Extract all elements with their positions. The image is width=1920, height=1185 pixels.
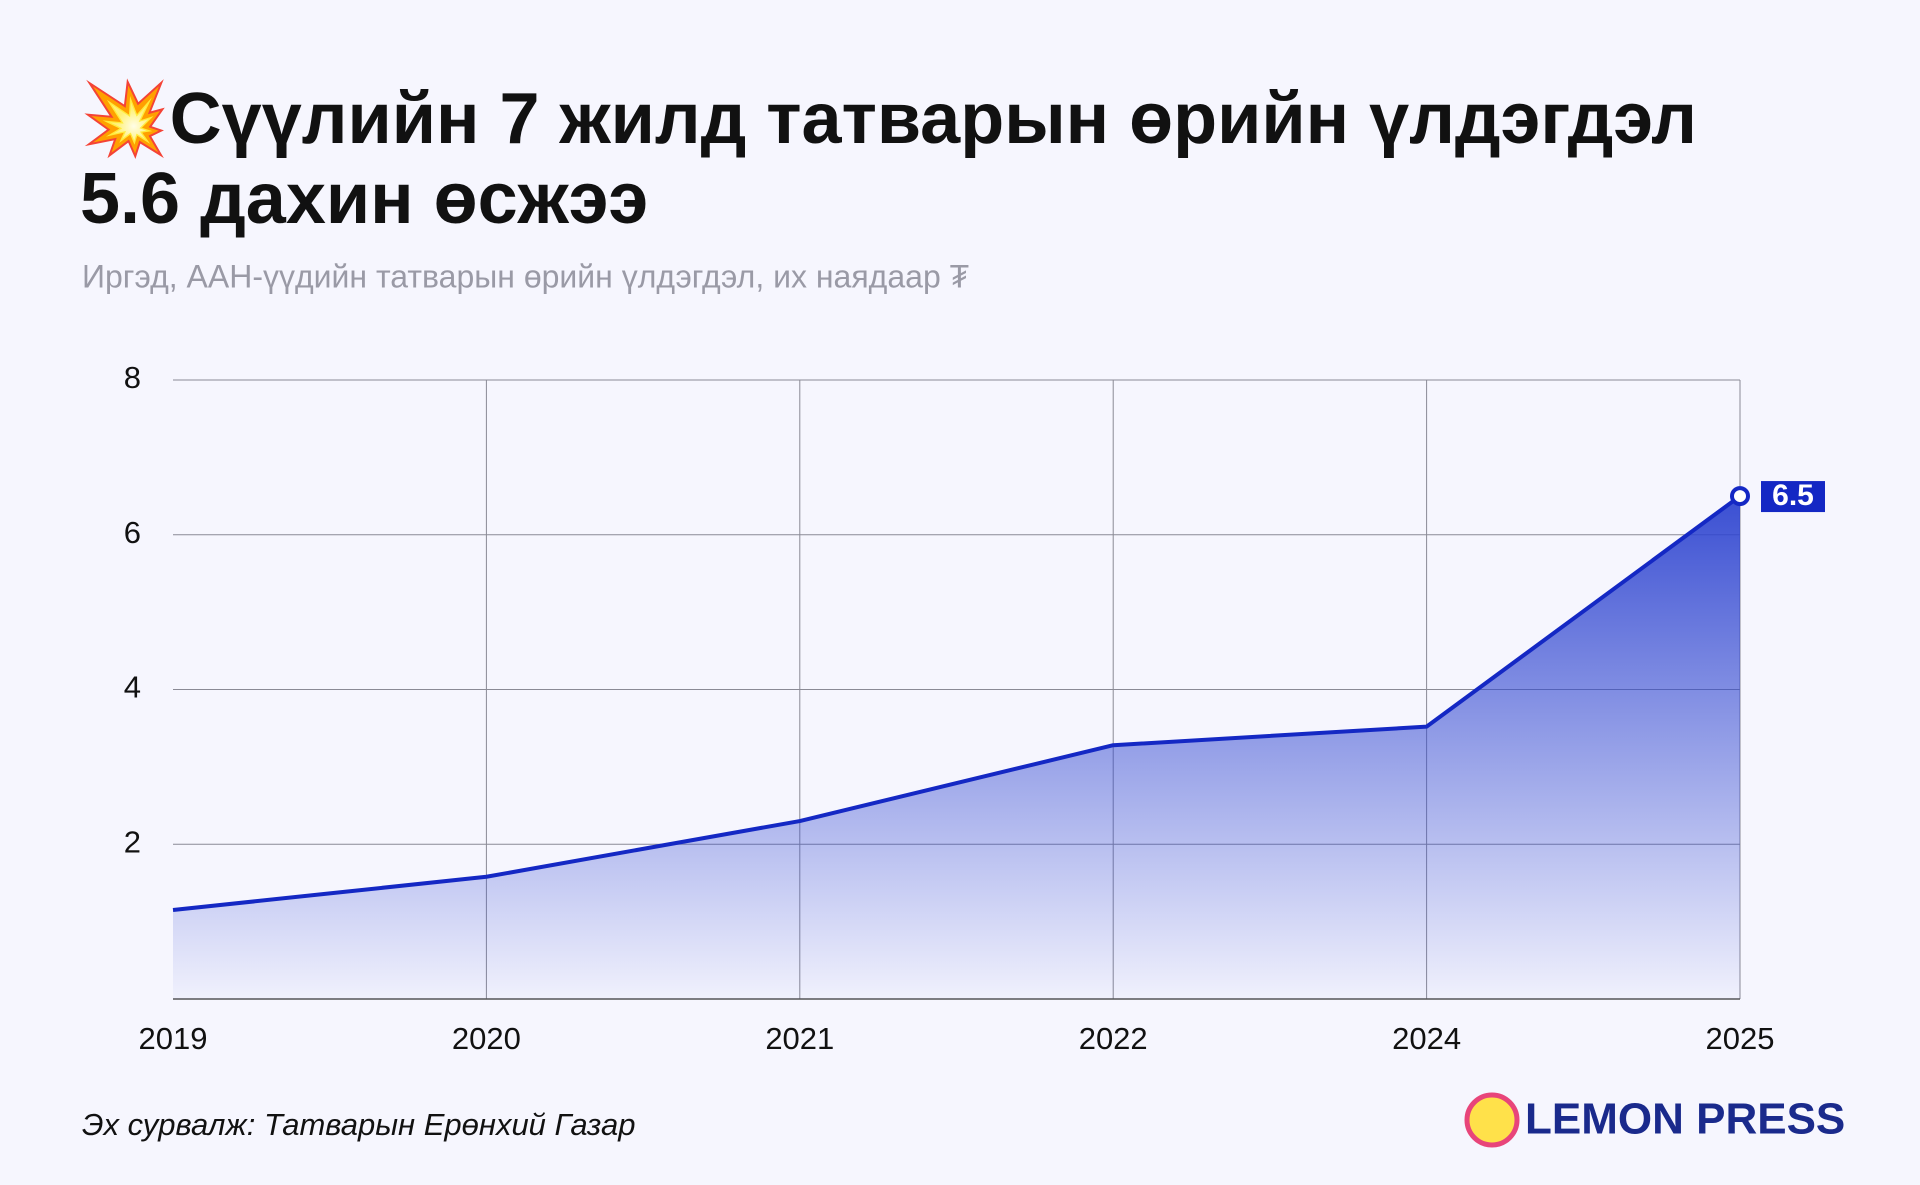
chart-subtitle: Иргэд, ААН-үүдийн татварын өрийн үлдэгдэ… [82,258,969,294]
x-tick-label: 2021 [765,1021,834,1056]
area-fill [173,496,1740,999]
source-note: Эх сурвалж: Татварын Ерөнхий Газар [82,1107,635,1142]
x-tick-label: 2024 [1392,1021,1461,1056]
value-label: 6.5 [1772,479,1814,512]
x-tick-label: 2019 [139,1021,208,1056]
x-tick-label: 2025 [1706,1021,1775,1056]
value-label-bg [1761,481,1825,513]
brand-logo: LEMON PRESS [1464,1092,1845,1148]
line [172,494,1742,913]
x-tick-label: 2020 [452,1021,521,1056]
logo-icon [1464,1092,1520,1148]
chart-title: 5.6 дахин өсжээ [80,159,648,239]
chart-title: 💥Сүүлийн 7 жилд татварын өрийн үлдэгдэл [80,77,1697,161]
y-tick-label: 8 [124,360,141,395]
y-tick-label: 2 [124,824,141,859]
y-tick-label: 6 [124,515,141,550]
y-tick-label: 4 [124,670,141,705]
end-marker [1730,486,1750,507]
x-tick-label: 2022 [1079,1021,1148,1056]
brand-name: LEMON PRESS [1525,1095,1845,1144]
